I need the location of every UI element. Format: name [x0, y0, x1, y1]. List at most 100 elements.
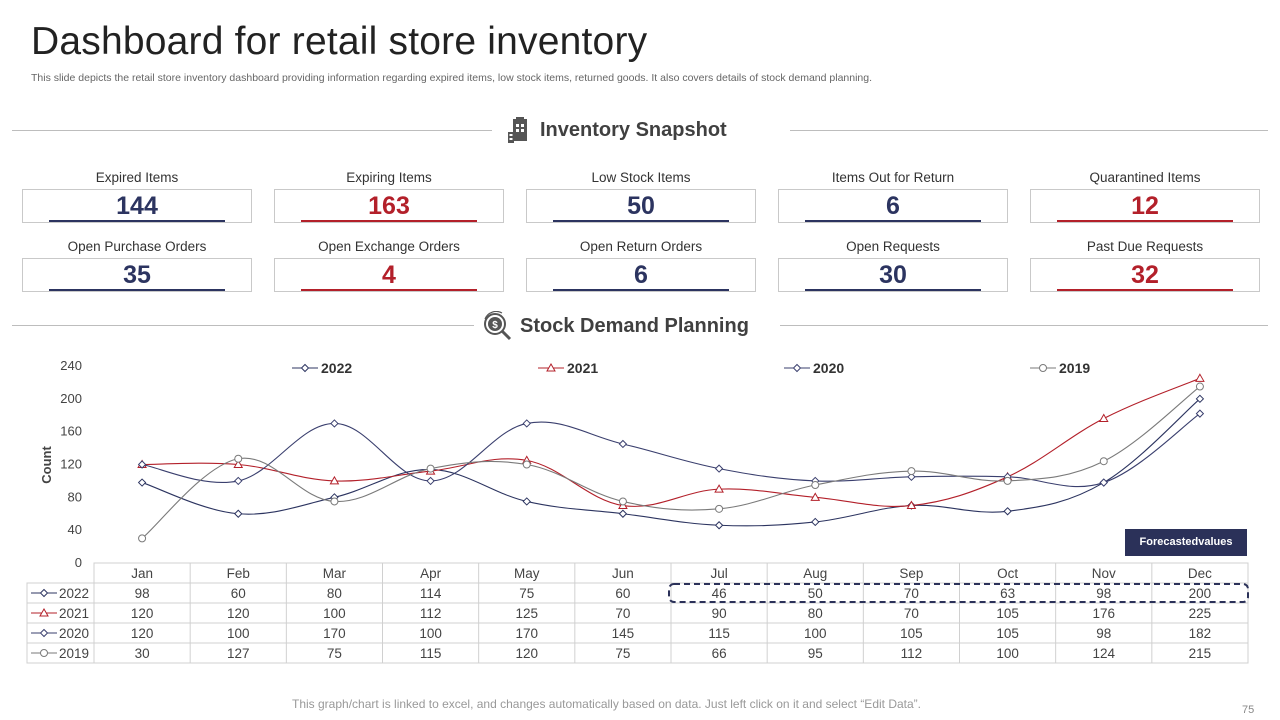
kpi-label-expiring-items: Expiring Items — [346, 170, 432, 185]
table-cell: 100 — [804, 626, 827, 641]
table-cell: 66 — [712, 646, 727, 661]
data-point — [522, 460, 531, 469]
table-cell: 30 — [135, 646, 150, 661]
data-point — [1195, 382, 1204, 391]
data-point — [137, 478, 147, 487]
table-month-mar: Mar — [323, 566, 347, 581]
stock-demand-heading: $ Stock Demand Planning — [482, 311, 749, 341]
kpi-card-items-out-for-return: 6 — [778, 189, 1008, 223]
svg-text:$: $ — [492, 320, 498, 331]
table-cell: 170 — [323, 626, 346, 641]
kpi-card-quarantined-items: 12 — [1030, 189, 1260, 223]
data-point — [234, 509, 243, 518]
data-point — [714, 521, 724, 530]
forecast-badge: Forecastedvalues — [1125, 529, 1247, 556]
table-cell: 112 — [901, 646, 923, 661]
table-cell: 170 — [515, 626, 538, 641]
kpi-card-open-purchase-orders: 35 — [22, 258, 252, 292]
data-point — [618, 497, 627, 506]
data-point — [1003, 476, 1012, 485]
table-cell: 80 — [808, 606, 823, 621]
table-cell: 120 — [227, 606, 250, 621]
table-legend-marker — [39, 628, 49, 638]
table-series-label-2020: 2020 — [59, 626, 89, 641]
kpi-underline — [553, 289, 729, 291]
series-line-2022 — [141, 398, 1201, 527]
table-cell: 105 — [996, 626, 1019, 641]
table-cell: 125 — [515, 606, 538, 621]
table-month-nov: Nov — [1092, 566, 1116, 581]
table-legend-marker — [39, 607, 49, 617]
data-point — [618, 439, 628, 449]
table-row — [26, 622, 1249, 644]
kpi-underline — [805, 289, 981, 291]
table-cell: 127 — [227, 646, 250, 661]
y-axis-title: Count — [39, 446, 54, 484]
data-point — [906, 500, 917, 510]
kpi-label-low-stock-items: Low Stock Items — [591, 170, 691, 185]
table-month-apr: Apr — [420, 566, 442, 581]
money-search-icon: $ — [482, 311, 512, 341]
table-legend-marker — [39, 588, 49, 598]
table-cell: 70 — [904, 606, 919, 621]
table-legend-marker — [40, 649, 48, 657]
kpi-card-open-exchange-orders: 4 — [274, 258, 504, 292]
kpi-card-past-due-requests: 32 — [1030, 258, 1260, 292]
table-cell: 100 — [227, 626, 250, 641]
table-cell: 75 — [615, 646, 630, 661]
table-cell: 200 — [1189, 586, 1212, 601]
data-point — [714, 464, 724, 473]
table-cell: 60 — [231, 586, 246, 601]
data-point — [715, 504, 724, 513]
y-tick-label: 40 — [68, 522, 82, 537]
data-point — [330, 497, 339, 506]
table-cell: 120 — [131, 606, 154, 621]
kpi-underline — [1057, 289, 1233, 291]
kpi-card-open-requests: 30 — [778, 258, 1008, 292]
stock-demand-title: Stock Demand Planning — [520, 314, 749, 337]
page-title: Dashboard for retail store inventory — [31, 20, 648, 63]
table-month-jan: Jan — [131, 566, 153, 581]
section-divider-left — [12, 130, 492, 131]
table-cell: 60 — [615, 586, 630, 601]
kpi-underline — [49, 289, 225, 291]
y-tick-label: 160 — [60, 424, 82, 439]
legend-label-2019: 2019 — [1059, 360, 1090, 376]
data-point — [1098, 413, 1109, 423]
kpi-underline — [805, 220, 981, 222]
y-tick-label: 240 — [60, 358, 82, 373]
data-point — [811, 517, 820, 527]
table-cell: 124 — [1092, 646, 1115, 661]
table-row — [26, 602, 1249, 624]
legend-label-2021: 2021 — [567, 360, 598, 376]
kpi-value-quarantined-items: 12 — [1131, 192, 1159, 220]
table-cell: 80 — [327, 586, 342, 601]
kpi-value-expiring-items: 163 — [368, 192, 410, 220]
table-month-feb: Feb — [227, 566, 250, 581]
table-cell: 225 — [1189, 606, 1212, 621]
inventory-snapshot-heading: Inventory Snapshot — [508, 117, 727, 143]
table-cell: 215 — [1189, 646, 1212, 661]
table-month-jun: Jun — [612, 566, 634, 581]
data-point — [907, 467, 916, 476]
page-number: 75 — [1242, 704, 1255, 716]
table-cell: 46 — [712, 586, 727, 601]
legend-marker — [1039, 364, 1047, 372]
data-point — [1195, 409, 1205, 418]
kpi-underline — [49, 220, 225, 222]
y-tick-label: 80 — [68, 489, 82, 504]
data-point — [1195, 373, 1205, 382]
table-cell: 105 — [996, 606, 1019, 621]
kpi-underline — [1057, 220, 1233, 222]
data-point — [1195, 394, 1205, 404]
legend-marker — [792, 363, 802, 373]
legend-marker — [300, 363, 310, 373]
data-point — [1099, 478, 1108, 487]
table-month-oct: Oct — [997, 566, 1018, 581]
section-divider-right-2 — [780, 325, 1268, 326]
table-month-aug: Aug — [803, 566, 827, 581]
table-cell: 70 — [615, 606, 630, 621]
kpi-card-expired-items: 144 — [22, 189, 252, 223]
clipboard-building-icon — [508, 117, 532, 143]
